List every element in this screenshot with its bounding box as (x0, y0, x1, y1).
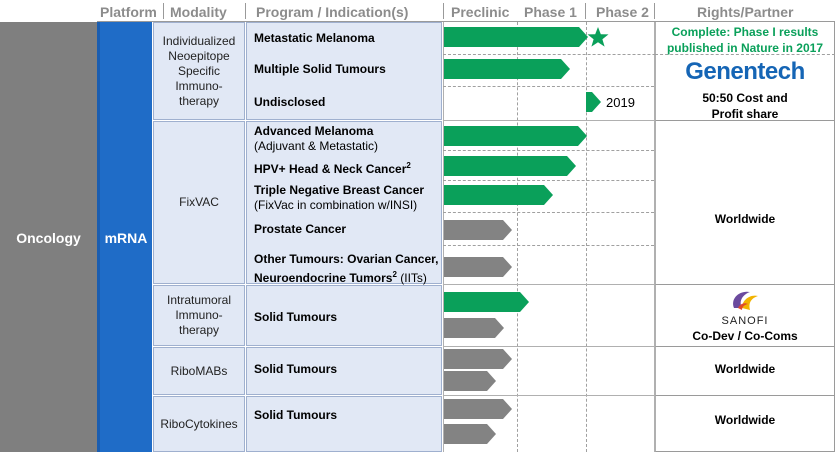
row-divider (443, 245, 654, 246)
rights-inest-complete: Complete: Phase I results published in N… (666, 25, 824, 55)
chart-left-border (443, 22, 444, 452)
rights-ribocytokines: Worldwide (714, 413, 776, 427)
header-phase1: Phase 1 (524, 4, 577, 20)
row-divider (443, 180, 654, 181)
progress-bar-metastatic-melanoma (444, 27, 588, 47)
progress-bar-other-tumours (444, 257, 512, 277)
row-divider (655, 54, 835, 55)
header-separator (654, 3, 655, 19)
group-divider (443, 346, 835, 347)
progress-bar-tnbc (444, 185, 553, 205)
progress-bar-ribocytokines-1 (444, 399, 512, 419)
progress-bar-advanced-melanoma (444, 126, 587, 146)
rights-box-fixvac (655, 120, 835, 285)
header-separator (163, 3, 164, 19)
program-solid-tumours-intratumoral: Solid Tumours (254, 310, 338, 324)
header-preclinic: Preclinic (451, 4, 510, 20)
program-tnbc: Triple Negative Breast Cancer (FixVac in… (254, 183, 425, 212)
group-divider (443, 284, 835, 285)
program-multiple-solid-tumours: Multiple Solid Tumours (254, 62, 386, 76)
star-icon (586, 26, 610, 48)
modality-fixvac: FixVAC (153, 121, 245, 284)
row-divider (443, 54, 835, 55)
undisclosed-year-label: 2019 (606, 95, 635, 110)
platform-band: mRNA (97, 22, 152, 452)
program-panel-inest (246, 22, 442, 120)
program-undisclosed: Undisclosed (254, 95, 326, 109)
platform-label: mRNA (104, 230, 148, 246)
header-separator (245, 3, 246, 19)
phase-boundary-line (586, 22, 587, 452)
program-solid-tumours-ribomabs: Solid Tumours (254, 362, 338, 376)
program-metastatic-melanoma: Metastatic Melanoma (254, 31, 375, 45)
program-other-tumours: Other Tumours: Ovarian Cancer, Neuroendo… (254, 252, 439, 285)
rights-box-inest (655, 22, 835, 121)
genentech-logo: Genentech (685, 58, 805, 85)
program-advanced-melanoma: Advanced Melanoma (Adjuvant & Metastatic… (254, 124, 379, 153)
group-divider (443, 395, 835, 396)
progress-bar-hpv-head-neck (444, 156, 576, 176)
program-panel-fixvac (246, 121, 442, 284)
sanofi-logo-text: SANOFI (721, 315, 769, 327)
progress-bar-intratumoral (444, 318, 504, 338)
header-platform: Platform (100, 4, 157, 20)
progress-bar-intratumoral-partnered (444, 292, 529, 312)
rights-fixvac: Worldwide (714, 212, 776, 226)
modality-intratumoral: Intratumoral Immuno-therapy (153, 285, 245, 346)
program-hpv-head-neck: HPV+ Head & Neck Cancer2 (254, 161, 411, 176)
row-divider (443, 150, 654, 151)
row-divider (443, 86, 654, 87)
progress-bar-undisclosed (586, 92, 601, 112)
program-panel-intratumoral (246, 285, 442, 346)
modality-ribocytokines: RiboCytokines (153, 396, 245, 452)
phase-boundary-line (517, 22, 518, 452)
sanofi-bird-icon (720, 286, 770, 316)
progress-bar-ribocytokines-2 (444, 424, 496, 444)
group-divider (443, 120, 835, 121)
row-divider (443, 212, 654, 213)
program-prostate: Prostate Cancer (254, 222, 347, 236)
header-separator (585, 3, 586, 19)
rights-inest-share: 50:50 Cost and Profit share (702, 91, 788, 121)
program-panel-ribomabs (246, 347, 442, 395)
chart-right-border (654, 22, 655, 452)
header-modality: Modality (170, 4, 227, 20)
progress-bar-prostate (444, 220, 512, 240)
modality-ribomabs: RiboMABs (153, 347, 245, 395)
program-panel-ribocytokines (246, 396, 442, 452)
header-rights: Rights/Partner (697, 4, 794, 20)
progress-bar-ribomabs-2 (444, 371, 496, 391)
rights-ribomabs: Worldwide (714, 362, 776, 376)
header-separator (443, 3, 444, 19)
therapeutic-area-band: Oncology (0, 22, 97, 452)
header-bar (97, 0, 835, 22)
therapeutic-area-label: Oncology (16, 230, 81, 246)
rights-intratumoral: Co-Dev / Co-Coms (692, 329, 798, 343)
modality-inest: Individualized Neoepitope Specific Immun… (153, 22, 245, 120)
progress-bar-ribomabs-1 (444, 349, 512, 369)
progress-bar-multiple-solid-tumours (444, 59, 570, 79)
program-solid-tumours-ribocytokines: Solid Tumours (254, 408, 338, 422)
header-program: Program / Indication(s) (256, 4, 409, 20)
header-phase2: Phase 2 (596, 4, 649, 20)
